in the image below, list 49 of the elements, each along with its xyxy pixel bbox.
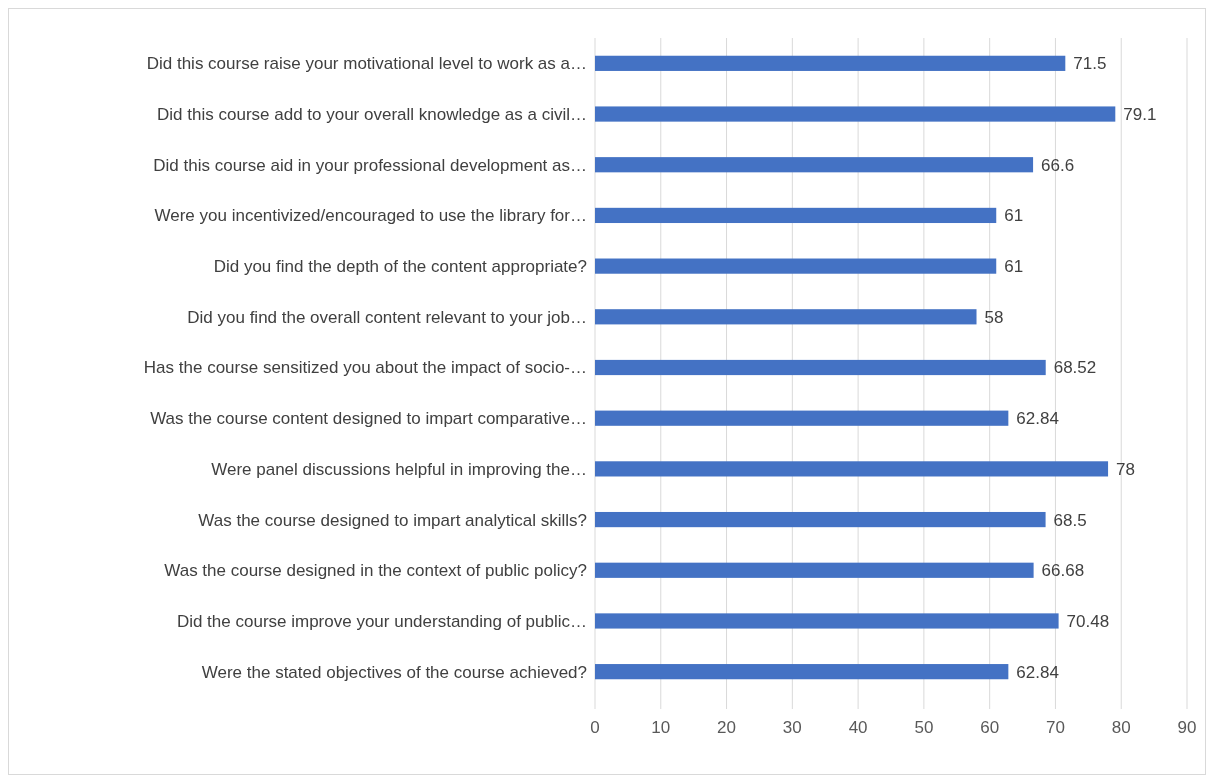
data-label: 61 bbox=[1004, 206, 1024, 226]
bar bbox=[595, 207, 997, 224]
bar bbox=[595, 511, 1046, 528]
x-tick-label: 80 bbox=[1111, 718, 1131, 737]
bar bbox=[595, 309, 977, 325]
y-tick-label: Did this course aid in your professional development as… bbox=[153, 155, 587, 175]
y-tick-label: Was the course designed in the context of public policy? bbox=[164, 561, 587, 581]
x-tick-label: 60 bbox=[980, 718, 1000, 737]
bar bbox=[595, 157, 1034, 173]
data-label: 58 bbox=[984, 307, 1004, 327]
data-label: 71.5 bbox=[1073, 54, 1107, 74]
data-label: 61 bbox=[1004, 257, 1024, 277]
bar bbox=[595, 461, 1109, 477]
x-tick-label: 50 bbox=[914, 718, 934, 737]
data-label: 78 bbox=[1116, 459, 1135, 479]
bar bbox=[595, 410, 1009, 426]
x-tick-label: 90 bbox=[1177, 718, 1197, 737]
y-tick-label: Was the course content designed to impart comparative… bbox=[150, 409, 587, 429]
bar bbox=[595, 562, 1034, 578]
y-tick-label: Were the stated objectives of the course achieved? bbox=[201, 662, 587, 682]
bar bbox=[595, 613, 1059, 629]
y-tick-label: Was the course designed to impart analytical skills? bbox=[198, 510, 587, 530]
data-label: 70.48 bbox=[1066, 611, 1110, 631]
y-tick-label: Did you find the depth of the content appropriate? bbox=[213, 257, 587, 277]
x-tick-label: 0 bbox=[590, 718, 600, 737]
x-tick-label: 10 bbox=[651, 718, 671, 737]
x-tick-label: 20 bbox=[717, 718, 737, 737]
bar bbox=[595, 106, 1116, 122]
y-tick-label: Did this course add to your overall knowledge as a civil… bbox=[157, 104, 587, 124]
bar bbox=[595, 664, 1009, 680]
data-label: 68.5 bbox=[1053, 510, 1087, 530]
x-tick-label: 30 bbox=[782, 718, 802, 737]
y-tick-label: Did you find the overall content relevant to your job… bbox=[187, 307, 587, 327]
bar bbox=[595, 55, 1066, 71]
data-label: 66.6 bbox=[1041, 155, 1075, 175]
bar bbox=[595, 258, 997, 274]
data-label: 62.84 bbox=[1016, 662, 1059, 682]
y-tick-label: Has the course sensitized you about the impact of socio-… bbox=[143, 358, 587, 378]
bar bbox=[595, 359, 1046, 376]
y-tick-label: Did the course improve your understanding of public… bbox=[176, 611, 587, 631]
y-tick-label: Did this course raise your motivational level to work as a… bbox=[146, 54, 587, 74]
data-label: 66.68 bbox=[1041, 561, 1085, 581]
data-label: 79.1 bbox=[1123, 104, 1157, 124]
data-label: 62.84 bbox=[1016, 409, 1059, 429]
x-tick-label: 70 bbox=[1045, 718, 1065, 737]
y-tick-label: Were you incentivized/encouraged to use the library for… bbox=[154, 206, 587, 226]
y-tick-label: Were panel discussions helpful in improving the… bbox=[211, 459, 587, 479]
x-tick-label: 40 bbox=[848, 718, 868, 737]
data-label: 68.52 bbox=[1053, 358, 1097, 378]
